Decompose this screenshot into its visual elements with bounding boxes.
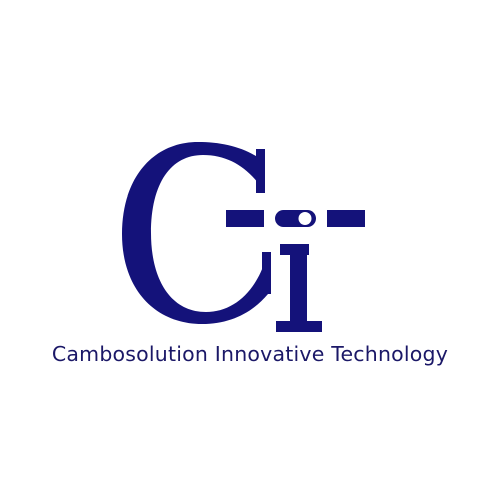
toggle-switch-shape	[275, 210, 316, 227]
letter-c-shape	[122, 142, 271, 324]
company-name: Cambosolution Innovative Technology	[51, 342, 449, 366]
right-bar-shape	[327, 210, 365, 227]
left-bar-shape	[226, 210, 264, 227]
letter-i-shape	[276, 244, 322, 332]
